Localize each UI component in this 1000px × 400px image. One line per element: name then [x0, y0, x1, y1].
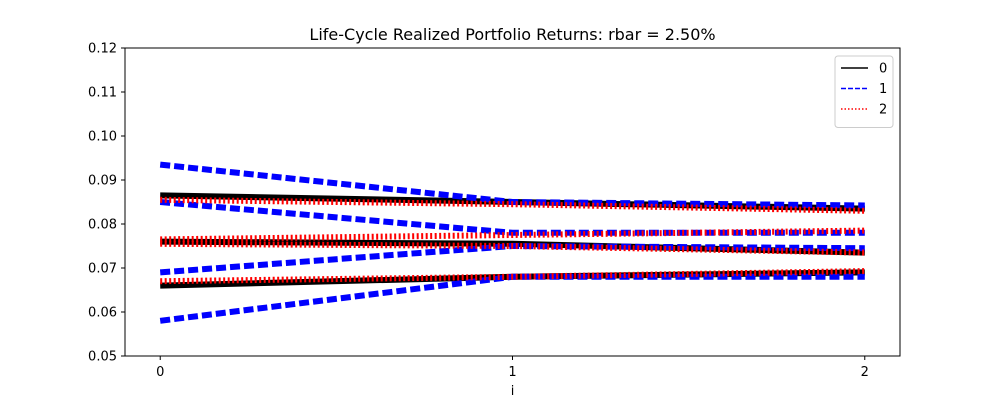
y-tick-label: 0.07	[88, 262, 117, 277]
y-tick-label: 0.11	[88, 86, 117, 101]
series-2-line	[160, 268, 865, 285]
x-axis: 0 1 2	[156, 356, 869, 380]
legend: 0 1 2	[834, 55, 894, 128]
x-tick-label: 1	[508, 365, 516, 380]
x-tick-label: 2	[861, 365, 869, 380]
y-tick-label: 0.12	[88, 42, 117, 57]
y-axis: 0.05 0.06 0.07 0.08 0.09 0.10 0.11 0.12	[88, 42, 125, 365]
legend-label-0: 0	[879, 62, 887, 77]
x-axis-label: i	[511, 384, 515, 399]
y-tick-label: 0.05	[88, 350, 117, 365]
y-tick-label: 0.09	[88, 174, 117, 189]
legend-label-1: 1	[879, 82, 887, 97]
legend-label-2: 2	[879, 103, 887, 118]
y-tick-label: 0.08	[88, 218, 117, 233]
series-2-line	[160, 227, 865, 243]
series-2-line	[160, 240, 865, 256]
series-2	[160, 196, 865, 285]
plot-lines	[159, 161, 865, 324]
chart-title: Life-Cycle Realized Portfolio Returns: r…	[309, 25, 715, 44]
y-tick-label: 0.10	[88, 130, 117, 145]
x-tick-label: 0	[156, 365, 164, 380]
series-2-line	[160, 196, 865, 214]
y-tick-label: 0.06	[88, 306, 117, 321]
